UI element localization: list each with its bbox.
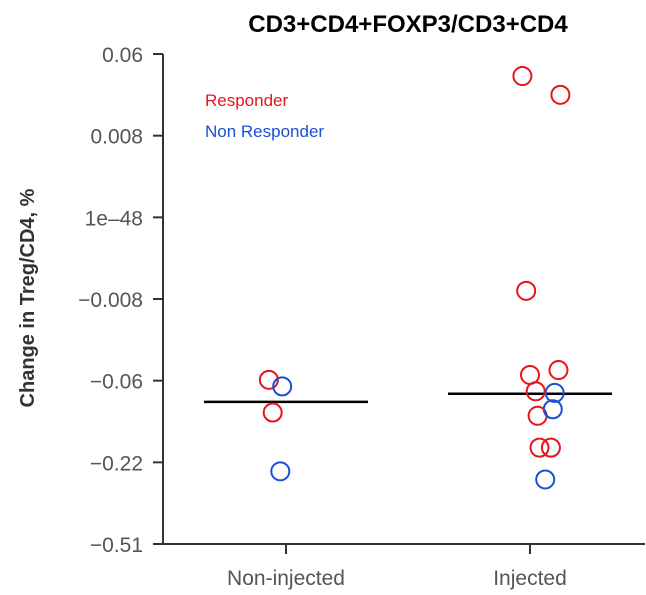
- legend-entry: Non Responder: [205, 122, 324, 141]
- data-point: [550, 84, 571, 105]
- legend-entry: Responder: [205, 91, 289, 110]
- median-lines: [204, 392, 612, 404]
- y-tick-label: −0.22: [90, 452, 143, 475]
- data-point: [529, 437, 550, 458]
- y-tick-label: −0.06: [90, 371, 143, 394]
- tick-labels: 0.06 0.008 1e–48 −0.008 −0.06 −0.22 −0.51 Non-i…: [78, 44, 567, 590]
- data-point: [512, 66, 533, 87]
- x-tick-label: Non-injected: [227, 567, 345, 590]
- data-point: [544, 382, 565, 403]
- y-tick-label: 0.06: [102, 44, 143, 67]
- axes: [153, 53, 645, 554]
- data-point: [272, 376, 293, 397]
- legend: Responder Non Responder: [205, 91, 324, 141]
- data-point: [516, 280, 537, 301]
- data-point: [542, 399, 563, 420]
- y-tick-label: 0.008: [90, 126, 143, 149]
- y-tick-label: −0.008: [78, 289, 143, 312]
- chart-title: CD3+CD4+FOXP3/CD3+CD4: [248, 11, 568, 38]
- y-axis-label: Change in Treg/CD4, %: [17, 188, 39, 407]
- data-point: [262, 402, 283, 423]
- data-point: [520, 364, 540, 385]
- data-points: [258, 66, 571, 490]
- data-point: [258, 369, 279, 390]
- y-tick-label: 1e–48: [85, 207, 143, 230]
- data-point: [525, 381, 546, 402]
- x-tick-label: Injected: [493, 567, 567, 590]
- data-point: [548, 360, 569, 381]
- data-point: [270, 461, 291, 482]
- y-tick-label: −0.51: [90, 534, 143, 557]
- data-point: [540, 437, 561, 458]
- data-point: [535, 469, 556, 490]
